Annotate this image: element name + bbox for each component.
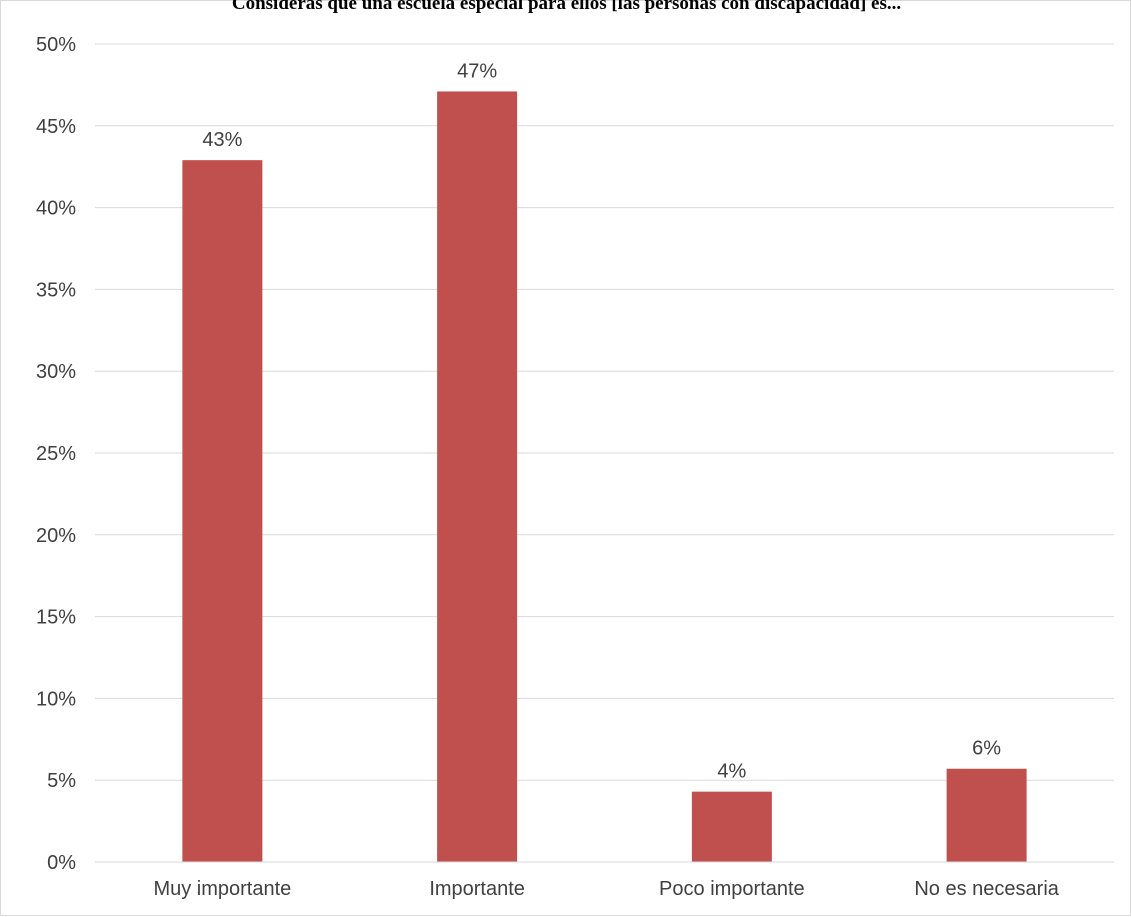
- y-tick-label: 5%: [47, 770, 76, 792]
- y-tick-label: 30%: [36, 361, 76, 383]
- bar: [691, 791, 772, 862]
- bar: [946, 768, 1027, 862]
- y-axis-tick-labels: 0% 5% 10% 15% 20% 25% 30% 35% 40% 45% 50%: [36, 34, 76, 874]
- gridlines: [95, 43, 1114, 781]
- y-tick-label: 40%: [36, 198, 76, 220]
- bar: [437, 91, 518, 863]
- y-tick-label: 35%: [36, 279, 76, 301]
- data-labels: 43% 47% 4% 6%: [202, 60, 1001, 782]
- x-tick-label: No es necesaria: [914, 878, 1059, 900]
- data-label: 4%: [717, 761, 746, 783]
- x-axis-tick-labels: Muy importante Importante Poco importante N…: [153, 878, 1059, 900]
- y-tick-label: 45%: [36, 116, 76, 138]
- y-tick-label: 0%: [47, 852, 76, 874]
- y-tick-label: 50%: [36, 34, 76, 56]
- x-tick-label: Poco importante: [659, 878, 805, 900]
- y-tick-label: 25%: [36, 443, 76, 465]
- y-tick-label: 20%: [36, 525, 76, 547]
- data-label: 6%: [972, 738, 1001, 760]
- y-tick-label: 10%: [36, 688, 76, 710]
- bar: [182, 160, 263, 862]
- data-label: 47%: [457, 60, 497, 82]
- chart-title: Consideras que una escuela especial para…: [231, 0, 902, 14]
- x-tick-label: Importante: [429, 878, 525, 900]
- x-tick-label: Muy importante: [153, 878, 291, 900]
- bars: [182, 91, 1027, 863]
- data-label: 43%: [202, 129, 242, 151]
- y-tick-label: 15%: [36, 607, 76, 629]
